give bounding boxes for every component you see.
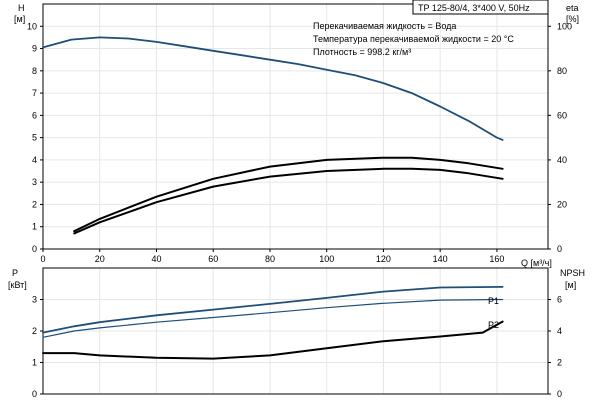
- chart-title: TP 125-80/4, 3*400 V, 50Hz: [418, 3, 530, 13]
- upper-y-left-tick-0: 0: [32, 244, 37, 254]
- upper-y-right-tick-60: 60: [557, 110, 567, 120]
- lower-y-right-unit: [м]: [565, 280, 576, 290]
- upper-plot-frame: [42, 3, 549, 250]
- lower-series-line-2: [42, 320, 504, 360]
- lower-y-left-tick-3: 3: [32, 295, 37, 305]
- upper-y-ticks-left: 0 1 2 3 4 5 6 7 8 9 10: [27, 21, 43, 254]
- upper-x-tick-100: 100: [319, 254, 334, 264]
- lower-y-left-tick-0: 0: [32, 389, 37, 399]
- upper-x-tick-60: 60: [208, 254, 218, 264]
- upper-x-label: Q [м³/ч]: [521, 258, 552, 268]
- lower-y-left-unit: [кВт]: [8, 280, 27, 290]
- upper-y-left-tick-9: 9: [32, 44, 37, 54]
- lower-y-right-tick-0: 0: [557, 389, 562, 399]
- upper-x-tick-140: 140: [433, 254, 448, 264]
- upper-x-tick-20: 20: [95, 254, 105, 264]
- upper-x-tick-160: 160: [489, 254, 504, 264]
- lower-series: [42, 286, 504, 360]
- upper-y-left-tick-1: 1: [32, 222, 37, 232]
- annotation-fluid: Перекачиваемая жидкость = Вода: [313, 21, 456, 31]
- upper-y-left-label: H: [18, 3, 25, 13]
- upper-y-left-tick-4: 4: [32, 155, 37, 165]
- lower-y-right-tick-6: 6: [557, 295, 562, 305]
- lower-y-left-tick-2: 2: [32, 326, 37, 336]
- upper-y-right-tick-100: 100: [557, 21, 572, 31]
- upper-x-tick-0: 0: [40, 254, 45, 264]
- series-label-p1: P1: [488, 296, 499, 306]
- upper-chart: 0 20 40 60 80 100 120 140 160 0 1 2 3 4 5 6 7 8 9 10 0 20 40…: [14, 0, 579, 268]
- title-box-border: [412, 0, 549, 15]
- upper-y-left-tick-3: 3: [32, 177, 37, 187]
- upper-y-right-tick-40: 40: [557, 155, 567, 165]
- title-box: TP 125-80/4, 3*400 V, 50Hz: [412, 0, 549, 15]
- upper-x-tick-40: 40: [151, 254, 161, 264]
- upper-series: [42, 36, 504, 235]
- lower-series-line-1: [42, 298, 504, 338]
- lower-y-right-tick-4: 4: [557, 326, 562, 336]
- upper-y-right-tick-20: 20: [557, 199, 567, 209]
- annotation-density: Плотность = 998.2 кг/м³: [313, 47, 411, 57]
- upper-series-line-2: [73, 167, 504, 235]
- annotation-temperature: Температура перекачиваемой жидкости = 20…: [313, 34, 514, 44]
- upper-y-right-tick-0: 0: [557, 244, 562, 254]
- upper-series-line-1: [73, 156, 504, 233]
- upper-x-ticks: 0 20 40 60 80 100 120 140 160: [40, 249, 504, 264]
- lower-y-ticks-right: 0 2 4 6: [548, 295, 562, 399]
- upper-y-left-tick-2: 2: [32, 199, 37, 209]
- lower-y-right-label: NPSH: [560, 268, 585, 278]
- upper-x-tick-120: 120: [376, 254, 391, 264]
- upper-y-ticks-right: 0 20 40 60 80 100: [548, 21, 572, 254]
- upper-x-tick-80: 80: [265, 254, 275, 264]
- upper-series-line-0: [42, 36, 504, 141]
- lower-y-left-label: P: [12, 268, 18, 278]
- upper-y-left-tick-7: 7: [32, 88, 37, 98]
- lower-y-ticks-left: 0 1 2 3: [32, 295, 43, 399]
- upper-grid: [43, 4, 548, 249]
- upper-y-left-tick-8: 8: [32, 66, 37, 76]
- upper-y-right-tick-80: 80: [557, 66, 567, 76]
- fluid-annotations: Перекачиваемая жидкость = Вода Температу…: [313, 21, 514, 57]
- upper-y-left-tick-6: 6: [32, 110, 37, 120]
- upper-y-left-tick-5: 5: [32, 133, 37, 143]
- upper-y-left-tick-10: 10: [27, 21, 37, 31]
- series-label-p2: P2: [488, 320, 499, 330]
- upper-y-right-label: eta: [566, 3, 579, 13]
- lower-y-left-tick-1: 1: [32, 358, 37, 368]
- upper-y-right-unit: [%]: [566, 14, 579, 24]
- lower-series-line-0: [42, 286, 504, 334]
- lower-y-right-tick-2: 2: [557, 358, 562, 368]
- lower-chart: 0 1 2 3 0 2 4 6 P [кВт] NPSH [м] P1 P2: [8, 267, 585, 399]
- upper-y-left-unit: [м]: [14, 14, 25, 24]
